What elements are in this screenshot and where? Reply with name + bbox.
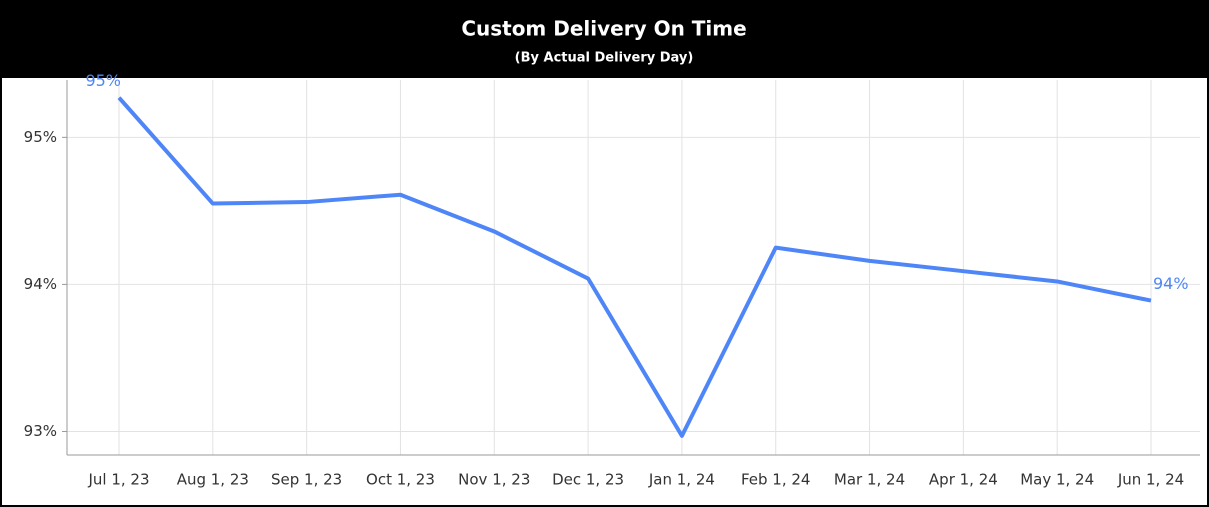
x-tick-label: Oct 1, 23	[366, 471, 435, 489]
x-tick-label: Feb 1, 24	[741, 471, 811, 489]
x-tick-label: Dec 1, 23	[552, 471, 624, 489]
x-tick-label: May 1, 24	[1020, 471, 1094, 489]
y-tick-label: 93%	[24, 422, 57, 440]
x-tick-label: Jan 1, 24	[648, 471, 715, 489]
chart-title: Custom Delivery On Time	[461, 17, 746, 41]
x-tick-label: Jul 1, 23	[87, 471, 149, 489]
x-tick-label: Sep 1, 23	[271, 471, 342, 489]
y-tick-label: 95%	[24, 128, 57, 146]
x-tick-label: Jun 1, 24	[1117, 471, 1184, 489]
line	[117, 96, 1152, 438]
x-tick-label: Aug 1, 23	[177, 471, 249, 489]
header	[0, 0, 1209, 78]
x-tick-label: Nov 1, 23	[458, 471, 530, 489]
data-label: 94%	[1153, 274, 1189, 293]
x-tick-label: Apr 1, 24	[929, 471, 998, 489]
data-label: 95%	[85, 71, 121, 90]
y-tick-label: 94%	[24, 275, 57, 293]
chart-subtitle: (By Actual Delivery Day)	[515, 51, 694, 66]
x-tick-label: Mar 1, 24	[834, 471, 905, 489]
